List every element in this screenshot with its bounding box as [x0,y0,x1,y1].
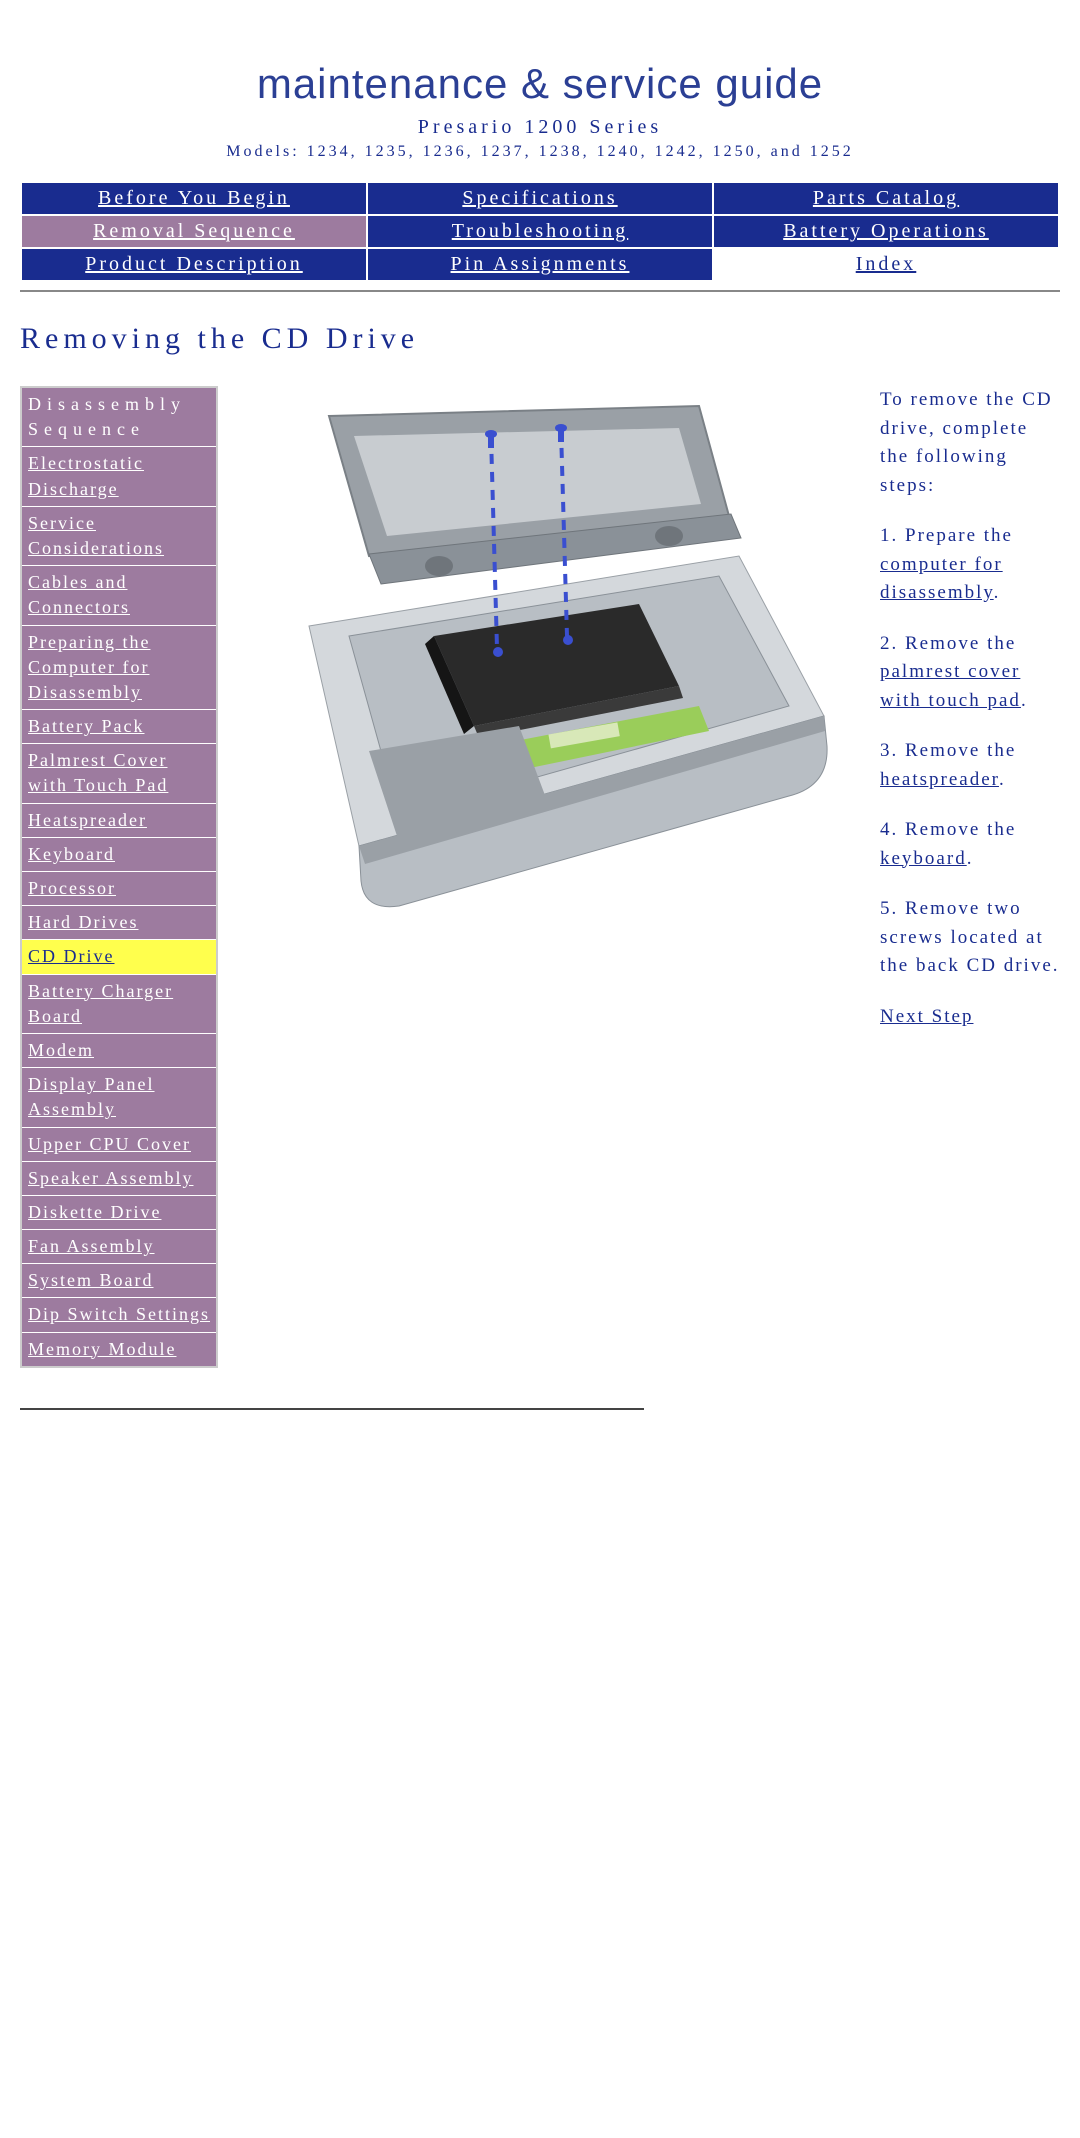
sidebar-item: Fan Assembly [21,1230,217,1264]
sidebar-item: Dip Switch Settings [21,1298,217,1332]
topnav-cell: Specifications [367,182,713,215]
next-step-link[interactable]: Next Step [880,1006,973,1027]
models-label: Models: 1234, 1235, 1236, 1237, 1238, 12… [20,143,1060,161]
guide-title: maintenance & service guide [20,60,1060,108]
sidebar-item: Keyboard [21,837,217,871]
sidebar-link[interactable]: Service Considerations [28,513,164,558]
sidebar-link[interactable]: System Board [28,1270,154,1290]
sidebar-link[interactable]: Battery Charger Board [28,981,173,1026]
sidebar-item: Preparing the Computer for Disassembly [21,625,217,710]
topnav-cell: Parts Catalog [713,182,1059,215]
sidebar-item: Memory Module [21,1332,217,1367]
sidebar-link[interactable]: Memory Module [28,1339,176,1359]
sidebar-item: Display Panel Assembly [21,1068,217,1127]
step-link[interactable]: computer for disassembly [880,554,1003,604]
instructions-intro: To remove the CD drive, complete the fol… [880,386,1060,500]
sidebar-link[interactable]: Palmrest Cover with Touch Pad [28,750,168,795]
topnav-link[interactable]: Index [856,253,917,275]
topnav-link[interactable]: Battery Operations [783,220,989,242]
sidebar-item: Upper CPU Cover [21,1127,217,1161]
sidebar-link[interactable]: Modem [28,1040,94,1060]
sidebar-nav: Disassembly Sequence Electrostatic Disch… [20,386,218,1368]
page-title: Removing the CD Drive [20,322,1060,356]
instruction-step: 3. Remove the heatspreader. [880,737,1060,794]
bottom-divider [20,1408,644,1410]
sidebar-link[interactable]: Dip Switch Settings [28,1304,210,1324]
sidebar-link[interactable]: Electrostatic Discharge [28,453,144,498]
top-nav: Before You Begin Specifications Parts Cata… [20,181,1060,282]
sidebar-header: Disassembly Sequence [21,387,217,447]
topnav-link[interactable]: Product Description [85,253,303,275]
topnav-link[interactable]: Removal Sequence [93,220,295,242]
series-label: Presario 1200 Series [20,116,1060,139]
sidebar-item: Diskette Drive [21,1195,217,1229]
topnav-link[interactable]: Parts Catalog [813,187,959,209]
sidebar-link[interactable]: Preparing the Computer for Disassembly [28,632,150,702]
sidebar-link[interactable]: Speaker Assembly [28,1168,193,1188]
sidebar-item: Service Considerations [21,506,217,565]
sidebar-link[interactable]: Hard Drives [28,912,138,932]
topnav-link[interactable]: Troubleshooting [452,220,629,242]
sidebar-item: Battery Pack [21,710,217,744]
sidebar-link[interactable]: Display Panel Assembly [28,1074,155,1119]
topnav-cell: Removal Sequence [21,215,367,248]
sidebar-item: Electrostatic Discharge [21,447,217,506]
sidebar-link[interactable]: Battery Pack [28,716,144,736]
instruction-step: 2. Remove the palmrest cover with touch … [880,630,1060,716]
sidebar-item: Hard Drives [21,906,217,940]
sidebar-item: Speaker Assembly [21,1161,217,1195]
figure-cd-drive-removal [238,386,860,986]
topnav-cell: Battery Operations [713,215,1059,248]
sidebar-item: CD Drive [21,940,217,974]
step-link[interactable]: heatspreader [880,769,999,790]
sidebar-item: Cables and Connectors [21,566,217,625]
header-divider [20,290,1060,292]
sidebar-link[interactable]: Keyboard [28,844,115,864]
instruction-step: 5. Remove two screws located at the back… [880,895,1060,981]
sidebar-link[interactable]: Processor [28,878,116,898]
topnav-cell: Product Description [21,248,367,281]
topnav-cell: Troubleshooting [367,215,713,248]
topnav-cell: Pin Assignments [367,248,713,281]
instruction-step: 1. Prepare the computer for disassembly. [880,522,1060,608]
topnav-link[interactable]: Pin Assignments [451,253,630,275]
sidebar-link[interactable]: Heatspreader [28,810,147,830]
instructions-panel: To remove the CD drive, complete the fol… [880,386,1060,1053]
sidebar-link[interactable]: Fan Assembly [28,1236,155,1256]
sidebar-link[interactable]: Upper CPU Cover [28,1134,191,1154]
sidebar-item: Battery Charger Board [21,974,217,1033]
sidebar-link[interactable]: Cables and Connectors [28,572,130,617]
sidebar-item: Palmrest Cover with Touch Pad [21,744,217,803]
sidebar-link[interactable]: Diskette Drive [28,1202,161,1222]
sidebar-item: Heatspreader [21,803,217,837]
topnav-cell: Index [713,248,1059,281]
instruction-step: 4. Remove the keyboard. [880,816,1060,873]
topnav-link[interactable]: Specifications [462,187,617,209]
sidebar-item: System Board [21,1264,217,1298]
sidebar-item: Modem [21,1033,217,1067]
sidebar-item: Processor [21,872,217,906]
topnav-cell: Before You Begin [21,182,367,215]
sidebar-link[interactable]: CD Drive [28,946,115,966]
topnav-link[interactable]: Before You Begin [98,187,290,209]
step-link[interactable]: palmrest cover with touch pad [880,661,1021,711]
laptop-illustration [269,386,829,946]
step-link[interactable]: keyboard [880,848,967,869]
